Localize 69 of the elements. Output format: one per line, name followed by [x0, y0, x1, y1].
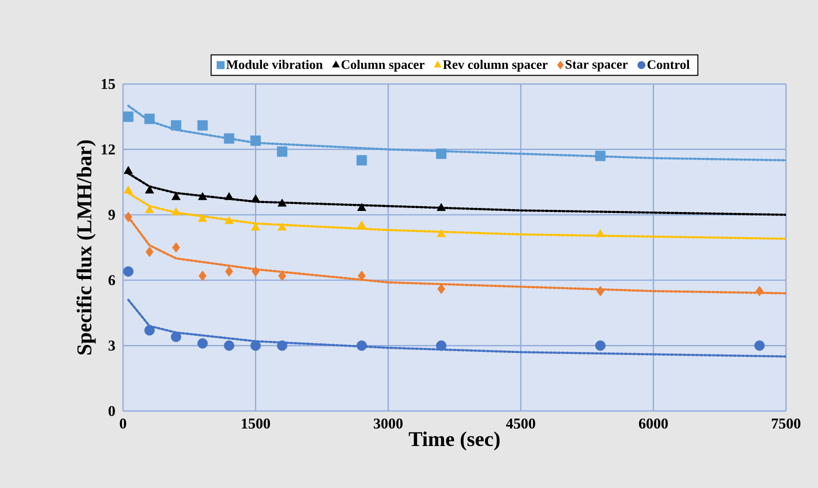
legend-label: Column spacer — [342, 60, 424, 72]
point — [356, 340, 367, 351]
point — [145, 186, 154, 194]
y-tick-label: 0 — [108, 406, 115, 416]
point — [436, 340, 446, 351]
point — [123, 112, 134, 122]
point — [224, 340, 234, 351]
point — [144, 325, 155, 336]
point — [278, 270, 286, 282]
point — [198, 214, 208, 222]
point — [124, 212, 132, 222]
x-tick-label: 7500 — [772, 418, 800, 429]
point — [170, 332, 182, 342]
point — [276, 340, 288, 351]
point — [251, 222, 260, 231]
y-tick-label: 3 — [108, 340, 115, 351]
point — [437, 284, 446, 294]
y-tick-label: 9 — [108, 210, 115, 220]
legend-label: Control — [648, 60, 690, 69]
point — [278, 222, 287, 231]
point — [250, 135, 261, 146]
point — [170, 120, 182, 131]
point — [224, 133, 234, 144]
point — [595, 340, 606, 351]
x-tick-label: 6000 — [638, 418, 668, 429]
y-tick-label: 12 — [102, 144, 115, 154]
point — [250, 340, 261, 351]
point — [123, 266, 134, 277]
point — [356, 155, 367, 166]
point — [146, 246, 154, 258]
point — [357, 203, 366, 211]
point — [596, 286, 604, 296]
point — [198, 270, 206, 282]
point — [198, 192, 208, 200]
legend-label: Rev column spacer — [442, 60, 548, 72]
y-tick-label: 15 — [102, 78, 115, 89]
point — [278, 198, 287, 207]
point — [276, 146, 288, 157]
x-tick-label: 4500 — [506, 418, 536, 429]
point — [197, 120, 208, 131]
point — [124, 186, 133, 194]
point — [124, 166, 133, 174]
x-tick-label: 0 — [120, 418, 126, 429]
point — [224, 216, 234, 224]
point — [358, 270, 366, 282]
y-axis-title: Specific flux (LMH/bar) — [76, 140, 96, 354]
x-axis-title: Time (sec) — [408, 431, 500, 450]
x-tick-label: 1500 — [242, 418, 270, 429]
point — [172, 207, 181, 216]
point — [197, 338, 208, 349]
point — [145, 205, 154, 214]
point — [596, 229, 605, 238]
point — [436, 148, 446, 159]
x-tick-label: 3000 — [374, 418, 403, 429]
y-tick-label: 6 — [108, 275, 116, 286]
point — [756, 286, 764, 296]
point — [144, 114, 155, 124]
point — [251, 194, 260, 202]
point — [172, 242, 180, 253]
point — [225, 266, 234, 277]
point — [357, 220, 366, 228]
point — [595, 150, 606, 162]
legend-label: Star spacer — [566, 60, 628, 72]
legend-label: Module vibration — [226, 60, 323, 69]
point — [224, 192, 234, 200]
point — [436, 229, 446, 238]
point — [436, 203, 446, 211]
point — [754, 340, 765, 351]
point — [252, 266, 260, 277]
